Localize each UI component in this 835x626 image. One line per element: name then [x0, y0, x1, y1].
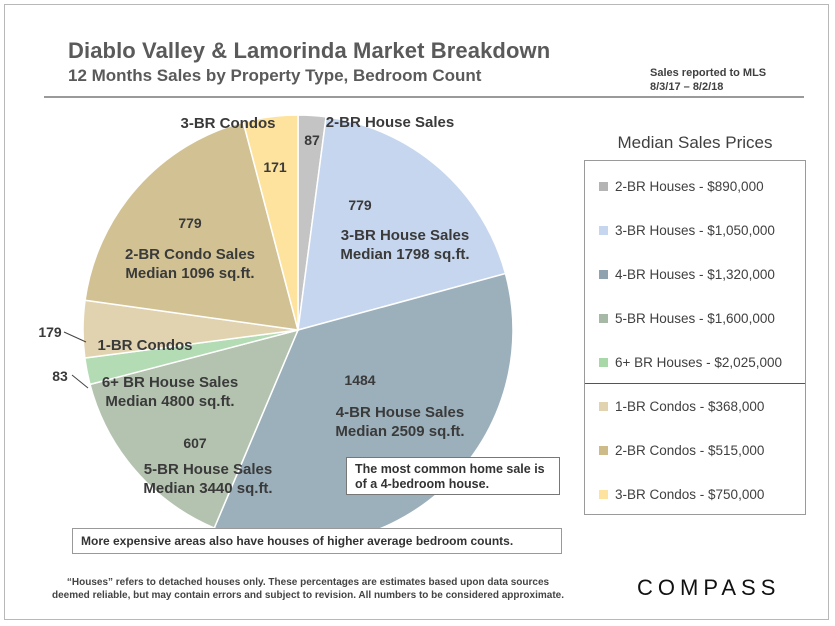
- legend-swatch: [599, 269, 608, 279]
- common-sale-note: The most common home sale is of a 4-bedr…: [346, 457, 560, 495]
- leader-line-6-br-house-sales: [71, 374, 89, 389]
- slice-sublabel-5-br-house-sales: Median 3440 sq.ft.: [143, 480, 272, 497]
- compass-logo: COMPASS: [637, 575, 781, 600]
- chart-title: Diablo Valley & Lamorinda Market Breakdo…: [68, 38, 551, 63]
- footer-disclaimer: “Houses” refers to detached houses only.…: [28, 576, 588, 602]
- legend-item-2-br-condos: 2-BR Condos - $515,000: [599, 441, 764, 459]
- slice-label-6-br-house-sales: 6+ BR House Sales: [102, 374, 238, 391]
- legend-item-2-br-houses: 2-BR Houses - $890,000: [599, 177, 764, 195]
- slice-value-1-br-condos: 179: [38, 324, 62, 340]
- slice-label-2-br-condo-sales: 2-BR Condo Sales: [125, 246, 255, 263]
- legend: 2-BR Houses - $890,000 3-BR Houses - $1,0…: [584, 160, 806, 515]
- footer-line-2: deemed reliable, but may contain errors …: [52, 590, 564, 601]
- legend-swatch: [599, 313, 608, 323]
- legend-label: 1-BR Condos - $368,000: [615, 398, 765, 414]
- slice-label-3-br-house-sales: 3-BR House Sales: [341, 227, 469, 244]
- legend-swatch: [599, 489, 608, 499]
- chart-subtitle: 12 Months Sales by Property Type, Bedroo…: [68, 66, 482, 85]
- source-note: Sales reported to MLS 8/3/17 – 8/2/18: [650, 66, 766, 94]
- legend-swatch: [599, 445, 608, 455]
- legend-swatch: [599, 357, 608, 367]
- slice-value-2-br-condo-sales: 779: [178, 215, 202, 231]
- pie-slice-3-br-house-sales: [297, 116, 507, 332]
- slice-value-5-br-house-sales: 607: [183, 435, 207, 451]
- legend-label: 2-BR Condos - $515,000: [615, 442, 765, 458]
- footer-line-1: “Houses” refers to detached houses only.…: [66, 577, 550, 588]
- expensive-areas-note: More expensive areas also have houses of…: [72, 528, 562, 554]
- slice-value-4-br-house-sales: 1484: [344, 372, 375, 388]
- legend-item-4-br-houses: 4-BR Houses - $1,320,000: [599, 265, 775, 283]
- legend-item-1-br-condos: 1-BR Condos - $368,000: [599, 397, 764, 415]
- slice-label-2-br-house-sales: 2-BR House Sales: [326, 114, 454, 131]
- source-line-2: 8/3/17 – 8/2/18: [650, 81, 724, 93]
- slice-label-3-br-condos: 3-BR Condos: [181, 115, 276, 132]
- legend-label: 3-BR Houses - $1,050,000: [615, 222, 775, 238]
- slice-sublabel-6-br-house-sales: Median 4800 sq.ft.: [105, 393, 234, 410]
- legend-swatch: [599, 401, 608, 411]
- legend-title: Median Sales Prices: [617, 133, 773, 152]
- pie-slice-2-br-condo-sales: [84, 121, 300, 331]
- legend-item-6-br-houses: 6+ BR Houses - $2,025,000: [599, 353, 782, 371]
- legend-label: 6+ BR Houses - $2,025,000: [615, 354, 782, 370]
- leader-line-1-br-condos: [63, 331, 87, 343]
- header-divider: [44, 96, 804, 98]
- legend-label: 4-BR Houses - $1,320,000: [615, 266, 775, 282]
- slice-value-6-br-house-sales: 83: [52, 368, 68, 384]
- slice-sublabel-4-br-house-sales: Median 2509 sq.ft.: [335, 423, 464, 440]
- legend-divider: [585, 383, 805, 384]
- slice-label-5-br-house-sales: 5-BR House Sales: [144, 461, 272, 478]
- legend-item-3-br-condos: 3-BR Condos - $750,000: [599, 485, 764, 503]
- legend-swatch: [599, 181, 608, 191]
- legend-label: 2-BR Houses - $890,000: [615, 178, 764, 194]
- slice-label-4-br-house-sales: 4-BR House Sales: [336, 404, 464, 421]
- source-line-1: Sales reported to MLS: [650, 67, 767, 79]
- legend-label: 5-BR Houses - $1,600,000: [615, 310, 775, 326]
- legend-item-5-br-houses: 5-BR Houses - $1,600,000: [599, 309, 775, 327]
- legend-swatch: [599, 225, 608, 235]
- pie-slice-5-br-house-sales: [89, 328, 300, 529]
- slice-value-2-br-house-sales: 87: [304, 132, 320, 148]
- slice-sublabel-3-br-house-sales: Median 1798 sq.ft.: [340, 246, 469, 263]
- slice-label-1-br-condos: 1-BR Condos: [98, 337, 193, 354]
- slice-value-3-br-condos: 171: [263, 159, 287, 175]
- legend-item-3-br-houses: 3-BR Houses - $1,050,000: [599, 221, 775, 239]
- pie-slice-3-br-condos: [242, 114, 299, 331]
- slice-value-3-br-house-sales: 779: [348, 197, 372, 213]
- slice-sublabel-2-br-condo-sales: Median 1096 sq.ft.: [125, 265, 254, 282]
- legend-label: 3-BR Condos - $750,000: [615, 486, 765, 502]
